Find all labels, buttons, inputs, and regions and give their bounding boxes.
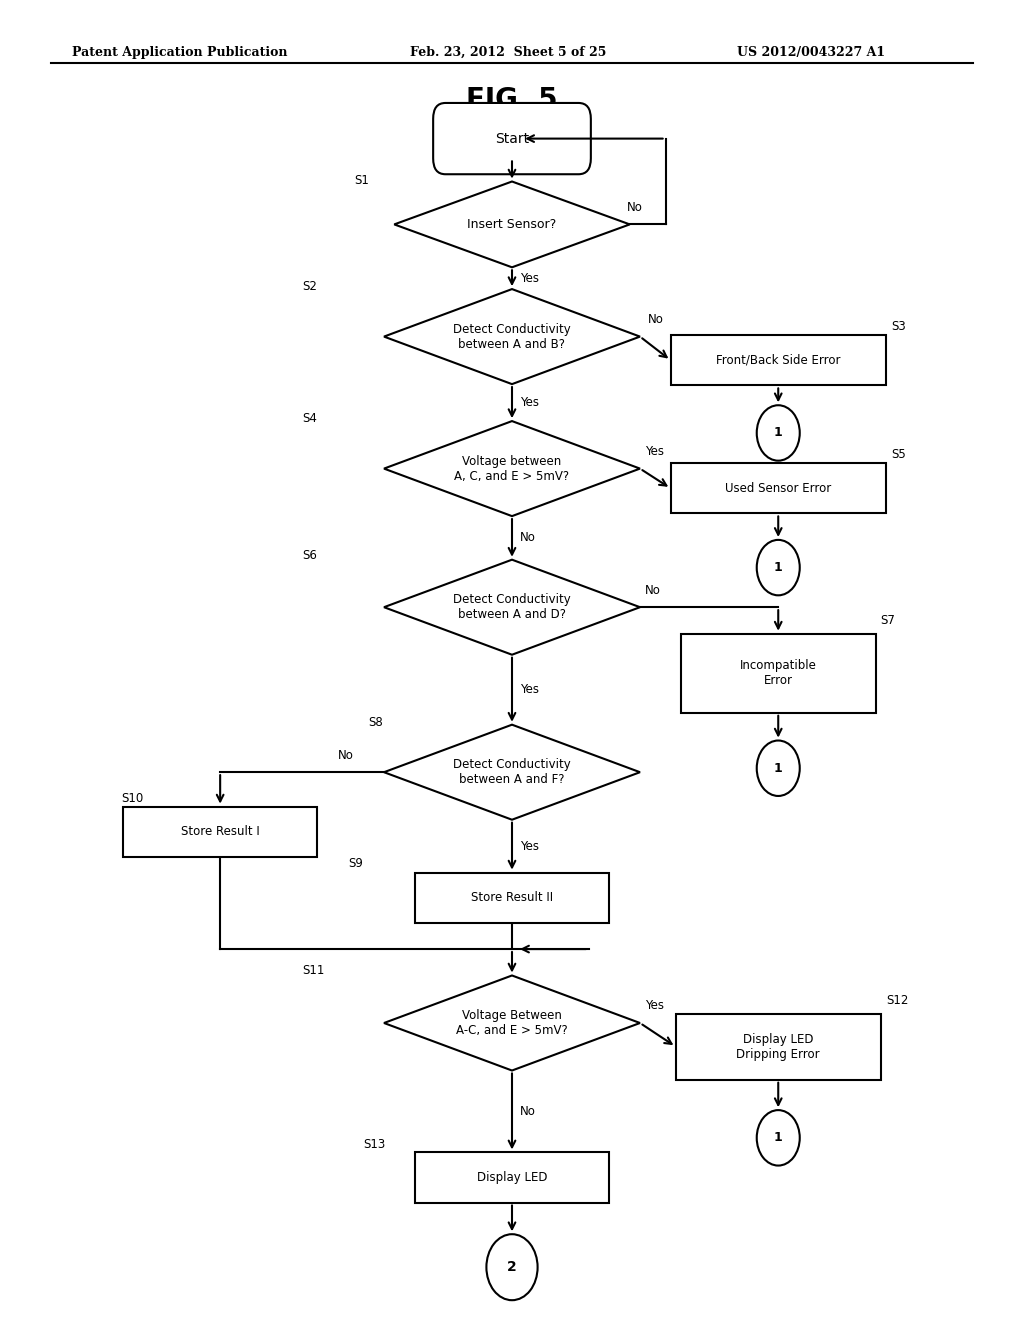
Text: Voltage between
A, C, and E > 5mV?: Voltage between A, C, and E > 5mV? bbox=[455, 454, 569, 483]
Circle shape bbox=[757, 405, 800, 461]
FancyBboxPatch shape bbox=[433, 103, 591, 174]
Bar bbox=[676, 1014, 881, 1080]
Text: No: No bbox=[520, 1105, 537, 1118]
Text: Feb. 23, 2012  Sheet 5 of 25: Feb. 23, 2012 Sheet 5 of 25 bbox=[410, 46, 606, 59]
Text: S1: S1 bbox=[354, 174, 370, 187]
Text: 1: 1 bbox=[774, 561, 782, 574]
Text: Used Sensor Error: Used Sensor Error bbox=[725, 482, 831, 495]
Bar bbox=[123, 807, 317, 857]
Text: US 2012/0043227 A1: US 2012/0043227 A1 bbox=[737, 46, 886, 59]
Text: S8: S8 bbox=[369, 715, 383, 729]
Circle shape bbox=[757, 1110, 800, 1166]
Text: Yes: Yes bbox=[520, 272, 540, 285]
Text: No: No bbox=[338, 748, 354, 762]
Text: S12: S12 bbox=[886, 994, 908, 1007]
Text: Store Result I: Store Result I bbox=[181, 825, 259, 838]
Text: Display LED
Dripping Error: Display LED Dripping Error bbox=[736, 1032, 820, 1061]
Text: Voltage Between
A-C, and E > 5mV?: Voltage Between A-C, and E > 5mV? bbox=[456, 1008, 568, 1038]
Text: No: No bbox=[648, 313, 665, 326]
Text: S13: S13 bbox=[364, 1138, 386, 1151]
Circle shape bbox=[757, 540, 800, 595]
Bar bbox=[415, 1152, 609, 1203]
Bar bbox=[671, 335, 886, 385]
Text: Store Result II: Store Result II bbox=[471, 891, 553, 904]
Text: Yes: Yes bbox=[520, 840, 540, 853]
Text: Incompatible
Error: Incompatible Error bbox=[739, 659, 817, 688]
Text: 1: 1 bbox=[774, 1131, 782, 1144]
Text: Insert Sensor?: Insert Sensor? bbox=[467, 218, 557, 231]
Text: S5: S5 bbox=[891, 447, 905, 461]
Text: S7: S7 bbox=[881, 614, 896, 627]
Text: 2: 2 bbox=[507, 1261, 517, 1274]
Text: S11: S11 bbox=[302, 964, 325, 977]
Text: Front/Back Side Error: Front/Back Side Error bbox=[716, 354, 841, 367]
Text: S10: S10 bbox=[121, 792, 143, 805]
Text: No: No bbox=[627, 201, 643, 214]
Polygon shape bbox=[384, 421, 640, 516]
Text: S6: S6 bbox=[302, 549, 317, 562]
Bar bbox=[671, 463, 886, 513]
Text: 1: 1 bbox=[774, 426, 782, 440]
Text: FIG. 5: FIG. 5 bbox=[466, 86, 558, 114]
Polygon shape bbox=[394, 181, 630, 267]
Text: No: No bbox=[520, 532, 537, 544]
Bar bbox=[681, 634, 876, 713]
Text: 1: 1 bbox=[774, 762, 782, 775]
Polygon shape bbox=[384, 289, 640, 384]
Bar bbox=[415, 873, 609, 923]
Text: Start: Start bbox=[495, 132, 529, 145]
Text: S4: S4 bbox=[302, 412, 317, 425]
Text: Yes: Yes bbox=[520, 396, 540, 409]
Text: S2: S2 bbox=[302, 280, 317, 293]
Text: Yes: Yes bbox=[645, 445, 665, 458]
Text: S9: S9 bbox=[348, 857, 364, 870]
Text: S3: S3 bbox=[891, 319, 905, 333]
Text: Display LED: Display LED bbox=[477, 1171, 547, 1184]
Text: Yes: Yes bbox=[645, 999, 665, 1012]
Text: No: No bbox=[645, 583, 662, 597]
Polygon shape bbox=[384, 725, 640, 820]
Text: Detect Conductivity
between A and B?: Detect Conductivity between A and B? bbox=[454, 322, 570, 351]
Polygon shape bbox=[384, 560, 640, 655]
Circle shape bbox=[757, 741, 800, 796]
Polygon shape bbox=[384, 975, 640, 1071]
Circle shape bbox=[486, 1234, 538, 1300]
Text: Detect Conductivity
between A and F?: Detect Conductivity between A and F? bbox=[454, 758, 570, 787]
Text: Detect Conductivity
between A and D?: Detect Conductivity between A and D? bbox=[454, 593, 570, 622]
Text: Patent Application Publication: Patent Application Publication bbox=[72, 46, 287, 59]
Text: Yes: Yes bbox=[520, 684, 540, 696]
